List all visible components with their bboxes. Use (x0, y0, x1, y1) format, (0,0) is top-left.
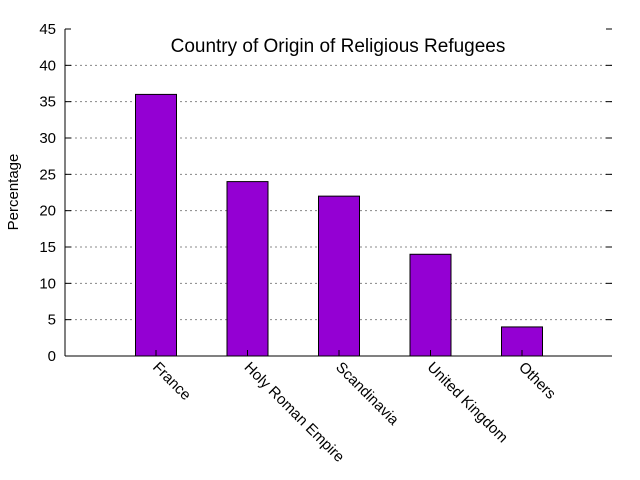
bars (135, 93, 543, 357)
bar-scandinavia (318, 195, 360, 357)
y-tick-labels: 0 5 10 15 20 25 30 35 40 45 (39, 21, 56, 365)
chart-title: Country of Origin of Religious Refugees (171, 36, 506, 57)
y-tick-label: 40 (39, 57, 56, 74)
x-tick-label: France (149, 359, 194, 404)
y-tick-label: 45 (39, 21, 56, 38)
axes (64, 28, 612, 357)
y-axis-label: Percentage (5, 154, 22, 231)
bar-united-kingdom (409, 253, 452, 357)
y-tick-label: 15 (39, 239, 56, 256)
y-tick-label: 35 (39, 94, 56, 111)
y-tick-label: 30 (39, 130, 56, 147)
y-tick-label: 20 (39, 203, 56, 220)
x-tick-label: Others (515, 359, 559, 403)
y-tick-label: 5 (48, 312, 56, 329)
bar-holy-roman-empire (226, 181, 269, 357)
y-tick-label: 10 (39, 275, 56, 292)
x-tick-label: Scandinavia (332, 359, 402, 429)
bar-france (135, 93, 177, 357)
y-tick-label: 0 (48, 348, 56, 365)
x-tick-label: Holy Roman Empire (241, 359, 348, 466)
x-tick-label: United Kingdom (424, 359, 511, 446)
y-tick-label: 25 (39, 166, 56, 183)
